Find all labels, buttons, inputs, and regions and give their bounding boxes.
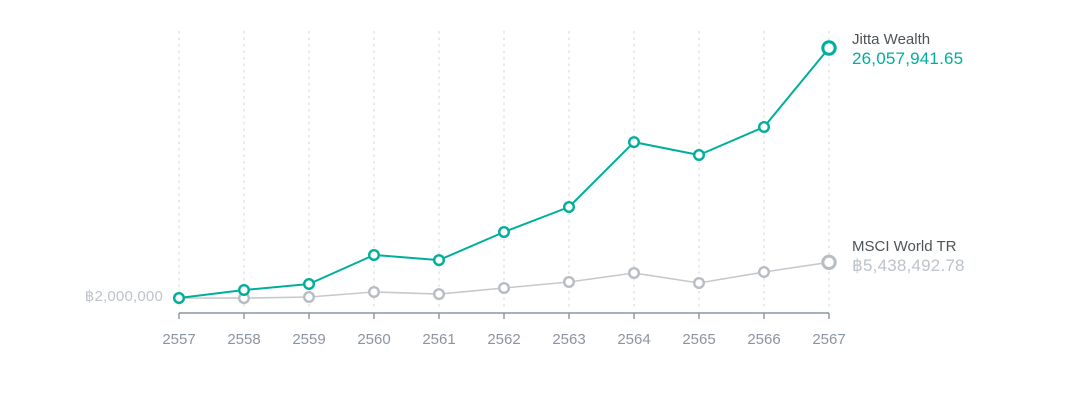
data-points [172, 40, 837, 305]
x-axis-tick-label: 2565 [682, 331, 715, 348]
data-point [303, 291, 316, 304]
data-point [821, 40, 837, 56]
data-point [172, 292, 185, 305]
x-axis-tick-label: 2560 [357, 331, 390, 348]
x-axis-tick-label: 2564 [617, 331, 650, 348]
data-point [693, 277, 706, 290]
data-point [758, 120, 771, 133]
data-point [303, 278, 316, 291]
series-name-jitta: Jitta Wealth [852, 31, 931, 48]
x-axis-tick-label: 2562 [487, 331, 520, 348]
x-axis-tick-label: 2563 [552, 331, 585, 348]
data-point [368, 248, 381, 261]
data-point [498, 282, 511, 295]
data-point [498, 225, 511, 238]
data-point [433, 254, 446, 267]
data-point [563, 276, 576, 289]
data-point [758, 266, 771, 279]
data-point [237, 284, 250, 297]
x-axis-tick-label: 2567 [812, 331, 845, 348]
data-point [368, 286, 381, 299]
x-axis-tick-label: 2557 [162, 331, 195, 348]
gridlines [178, 31, 830, 310]
x-axis-tick-label: 2566 [747, 331, 780, 348]
series-end-value-jitta: 26,057,941.65 [852, 49, 964, 68]
data-point [821, 254, 837, 270]
legend-msci-world-tr: MSCI World TR ฿5,438,492.78 [852, 238, 965, 276]
series-name-msci: MSCI World TR [852, 238, 957, 255]
data-point [693, 148, 706, 161]
x-axis-tick-label: 2558 [227, 331, 260, 348]
x-axis: 2557 2558 2559 2560 2561 2562 2563 2564 2565 2566… [162, 312, 846, 348]
legend-jitta-wealth: Jitta Wealth 26,057,941.65 [852, 31, 963, 69]
data-point [433, 288, 446, 301]
series-end-value-msci: ฿5,438,492.78 [852, 256, 965, 275]
data-point [628, 136, 641, 149]
x-axis-tick-label: 2561 [422, 331, 455, 348]
x-axis-tick-label: 2559 [292, 331, 325, 348]
y-axis-baseline-label: ฿2,000,000 [84, 288, 163, 305]
data-point [628, 267, 641, 280]
data-point [563, 200, 576, 213]
